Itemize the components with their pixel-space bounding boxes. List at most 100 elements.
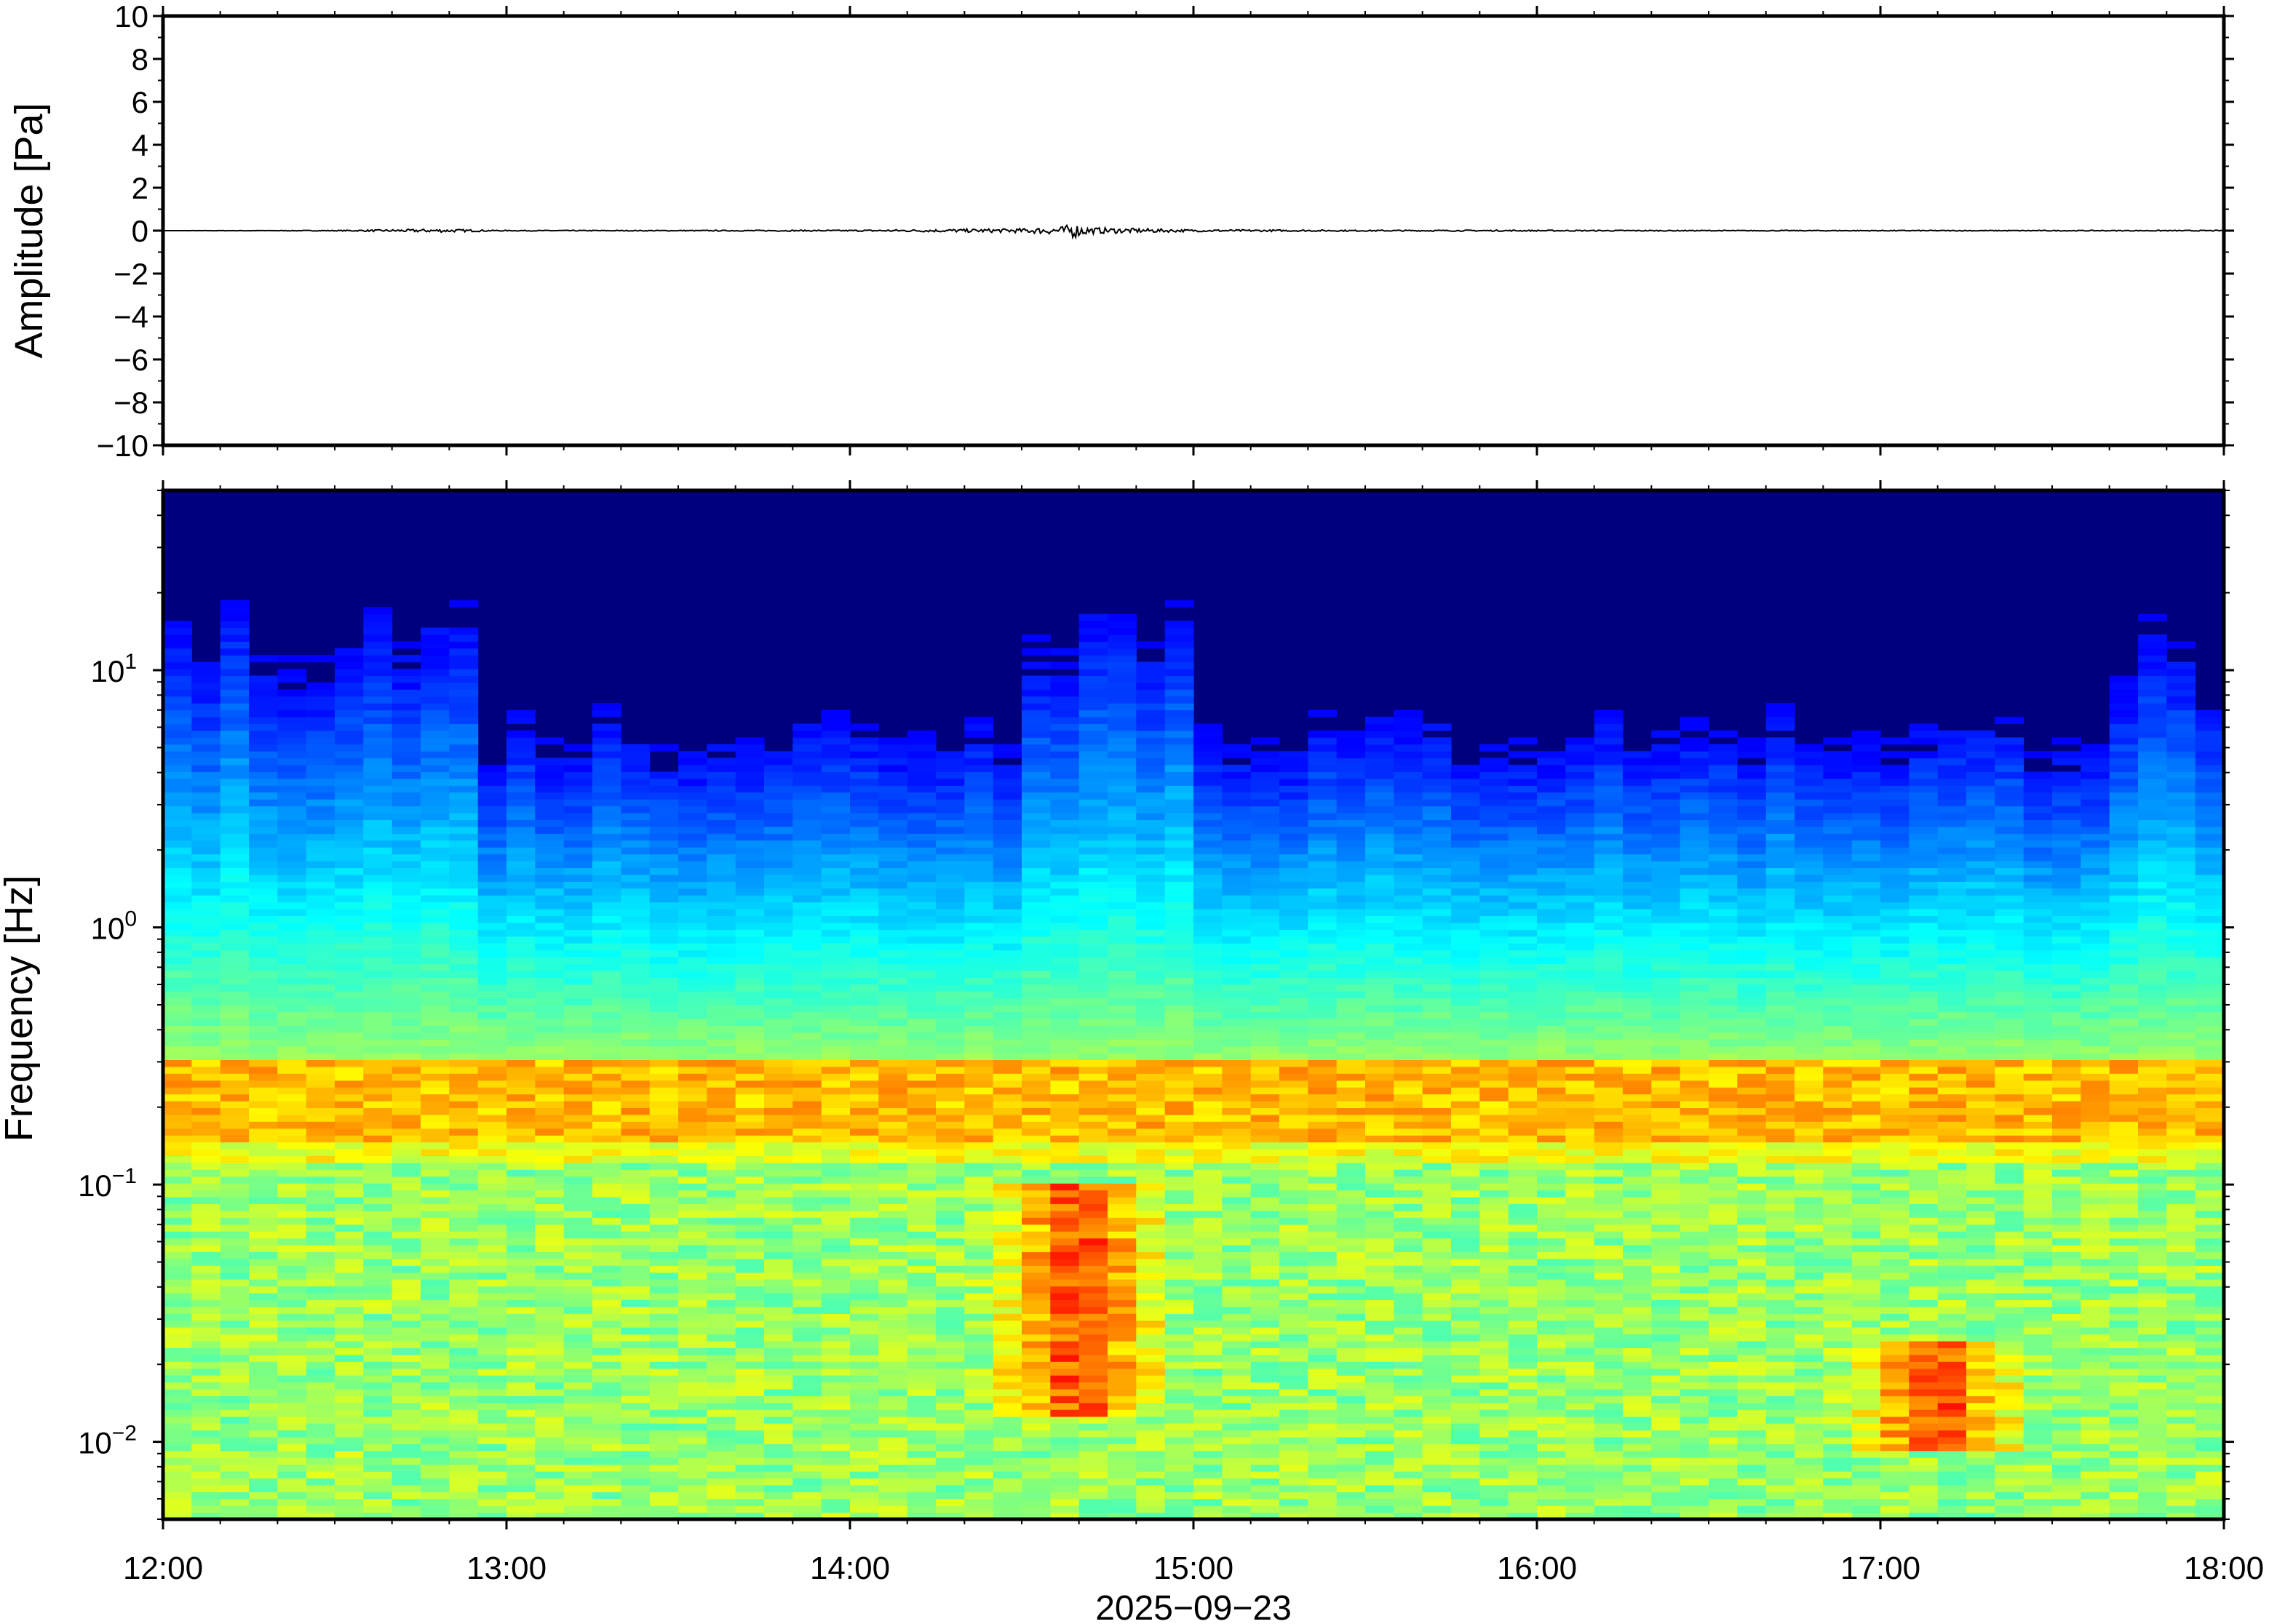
spectrogram-cell xyxy=(335,1162,364,1170)
spectrogram-cell xyxy=(1108,861,1137,868)
spectrogram-cell xyxy=(764,1135,793,1143)
spectrogram-cell xyxy=(1136,1066,1166,1074)
spectrogram-cell xyxy=(477,1348,507,1356)
spectrogram-cell xyxy=(1279,1018,1308,1026)
spectrogram-cell xyxy=(306,1087,335,1095)
spectrogram-cell xyxy=(191,765,221,773)
spectrogram-cell xyxy=(1222,840,1252,848)
spectrogram-cell xyxy=(878,1478,908,1486)
spectrogram-cell xyxy=(220,641,250,649)
spectrogram-cell xyxy=(277,874,307,882)
amp-ytick-label: 2 xyxy=(132,171,148,205)
spectrogram-cell xyxy=(477,1492,507,1500)
spectrogram-cell xyxy=(249,737,278,745)
spectrogram-cell xyxy=(220,1423,250,1430)
spectrogram-cell xyxy=(678,1011,707,1019)
spectrogram-cell xyxy=(1108,1149,1137,1156)
spectrogram-cell xyxy=(421,1368,450,1376)
spectrogram-cell xyxy=(621,1244,651,1252)
spectrogram-cell xyxy=(392,833,421,841)
spectrogram-cell xyxy=(649,1279,679,1287)
spectrogram-cell xyxy=(907,1354,937,1362)
spectrogram-cell xyxy=(821,1313,851,1321)
spectrogram-cell xyxy=(1308,1176,1338,1184)
spectrogram-cell xyxy=(1250,1320,1280,1328)
spectrogram-cell xyxy=(220,1334,250,1342)
spectrogram-cell xyxy=(163,1409,192,1417)
spectrogram-cell xyxy=(191,1005,221,1012)
spectrogram-cell xyxy=(678,1484,707,1492)
spectrogram-cell xyxy=(1193,805,1223,813)
spectrogram-cell xyxy=(1222,867,1252,875)
spectrogram-cell xyxy=(878,1149,908,1156)
spectrogram-cell xyxy=(1279,1340,1308,1348)
spectrogram-cell xyxy=(277,1258,307,1266)
spectrogram-cell xyxy=(649,929,679,937)
spectrogram-cell xyxy=(449,682,479,690)
spectrogram-cell xyxy=(850,950,879,958)
spectrogram-cell xyxy=(506,847,536,855)
spectrogram-cell xyxy=(1279,1149,1308,1156)
spectrogram-cell xyxy=(477,1094,507,1102)
spectrogram-cell xyxy=(1136,765,1166,773)
spectrogram-cell xyxy=(764,1059,793,1067)
spectrogram-cell xyxy=(249,1492,278,1500)
spectrogram-cell xyxy=(878,1011,908,1019)
spectrogram-cell xyxy=(1136,1217,1166,1225)
spectrogram-cell xyxy=(878,785,908,793)
spectrogram-cell xyxy=(1078,1299,1108,1307)
spectrogram-cell xyxy=(1308,1149,1338,1156)
spectrogram-cell xyxy=(421,901,450,909)
spectrogram-cell xyxy=(277,717,307,725)
spectrogram-cell xyxy=(735,1492,765,1500)
spectrogram-cell xyxy=(535,1478,565,1486)
spectrogram-cell xyxy=(735,813,765,821)
spectrogram-cell xyxy=(649,1409,679,1417)
spectrogram-cell xyxy=(792,1313,822,1321)
spectrogram-cell xyxy=(1222,1231,1252,1239)
spectrogram-cell xyxy=(277,1292,307,1300)
spectrogram-cell xyxy=(1193,1320,1223,1328)
spectrogram-cell xyxy=(1193,950,1223,958)
spectrogram-cell xyxy=(1250,805,1280,813)
spectrogram-cell xyxy=(535,1169,565,1177)
spectrogram-cell xyxy=(821,1327,851,1335)
spectrogram-cell xyxy=(306,861,335,868)
spectrogram-cell xyxy=(506,1382,536,1390)
spectrogram-cell xyxy=(220,655,250,663)
spectrogram-cell xyxy=(1108,1087,1137,1095)
spectrogram-cell xyxy=(563,1313,593,1321)
spectrogram-cell xyxy=(1078,840,1108,848)
spectrogram-cell xyxy=(392,1464,421,1472)
spectrogram-cell xyxy=(1050,765,1080,773)
spectrogram-cell xyxy=(649,1402,679,1410)
spectrogram-cell xyxy=(191,1224,221,1232)
spectrogram-cell xyxy=(735,1388,765,1396)
spectrogram-cell xyxy=(1193,1087,1223,1095)
spectrogram-cell xyxy=(1108,943,1137,951)
spectrogram-cell xyxy=(936,970,965,978)
spectrogram-cell xyxy=(1136,703,1166,711)
spectrogram-cell xyxy=(535,1409,565,1417)
spectrogram-cell xyxy=(964,819,994,827)
spectrogram-cell xyxy=(707,744,736,752)
spectrogram-cell xyxy=(306,1348,335,1356)
spectrogram-cell xyxy=(850,1286,879,1294)
spectrogram-cell xyxy=(563,1018,593,1026)
spectrogram-cell xyxy=(964,1430,994,1438)
spectrogram-cell xyxy=(1050,1478,1080,1486)
spectrogram-cell xyxy=(335,1320,364,1328)
spectrogram-cell xyxy=(421,1025,450,1033)
spectrogram-cell xyxy=(764,1286,793,1294)
spectrogram-cell xyxy=(1022,1265,1051,1273)
spectrogram-cell xyxy=(1078,1025,1108,1033)
spectrogram-cell xyxy=(1050,1450,1080,1458)
spectrogram-cell xyxy=(1050,1492,1080,1500)
spectrogram-cell xyxy=(649,1231,679,1239)
spectrogram-cell xyxy=(850,1478,879,1486)
spectrogram-cell xyxy=(421,1018,450,1026)
spectrogram-cell xyxy=(277,1436,307,1444)
spectrogram-cell xyxy=(792,888,822,896)
spectrogram-cell xyxy=(678,929,707,937)
spectrogram-cell xyxy=(535,1272,565,1280)
